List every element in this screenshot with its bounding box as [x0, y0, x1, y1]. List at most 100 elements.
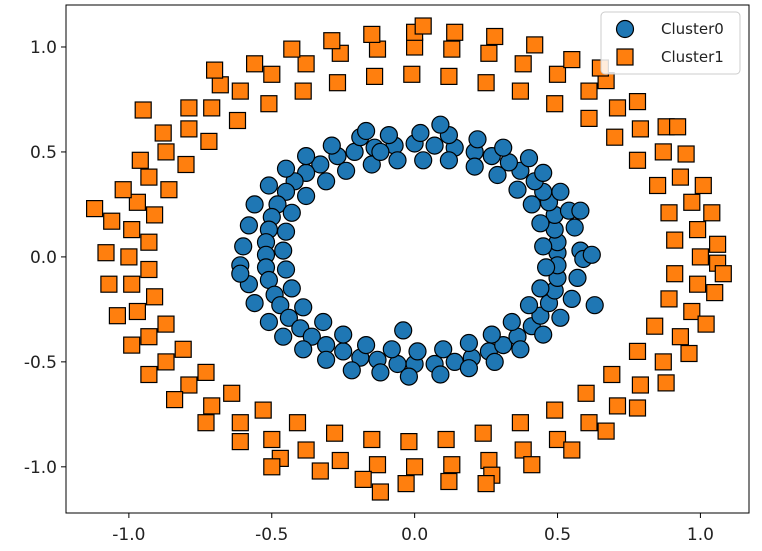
- data-point-circle: [485, 352, 504, 371]
- y-tick-label: 0.5: [30, 143, 57, 163]
- data-point-square: [354, 470, 372, 488]
- data-point-circle: [431, 115, 450, 134]
- data-point-square: [666, 265, 684, 283]
- data-point-square: [660, 290, 678, 308]
- data-point-square: [140, 168, 158, 186]
- data-point-square: [123, 336, 141, 354]
- data-point-square: [128, 302, 146, 321]
- data-point-circle: [431, 365, 450, 384]
- data-point-square: [180, 99, 198, 117]
- data-point-square: [231, 414, 249, 432]
- data-point-square: [703, 204, 721, 222]
- data-point-circle: [294, 340, 313, 359]
- data-point-square: [580, 414, 598, 432]
- data-point-circle: [362, 155, 381, 174]
- data-point-square: [546, 95, 564, 113]
- data-point-square: [177, 155, 195, 174]
- data-point-square: [231, 433, 249, 451]
- data-point-circle: [259, 176, 278, 195]
- data-point-circle: [245, 294, 264, 313]
- legend-marker-circle: [615, 19, 635, 39]
- data-point-square: [511, 82, 530, 100]
- data-point-circle: [357, 121, 376, 141]
- data-point-square: [120, 248, 138, 266]
- data-point-square: [203, 397, 221, 415]
- data-point-circle: [282, 203, 301, 222]
- data-point-square: [331, 451, 349, 470]
- data-point-square: [577, 384, 595, 402]
- data-point-circle: [494, 336, 513, 355]
- data-point-square: [697, 315, 715, 333]
- data-point-circle: [571, 201, 590, 220]
- data-point-square: [440, 472, 458, 491]
- series-cluster1: [85, 17, 732, 501]
- data-point-circle: [274, 327, 293, 346]
- data-point-circle: [562, 289, 581, 308]
- data-point-square: [406, 458, 424, 476]
- data-point-circle: [568, 268, 587, 287]
- data-point-circle: [414, 151, 433, 170]
- data-point-square: [474, 424, 492, 442]
- data-point-square: [548, 65, 567, 83]
- data-point-circle: [279, 308, 298, 327]
- data-point-circle: [314, 312, 333, 332]
- data-point-circle: [468, 130, 487, 149]
- legend-label: Cluster1: [661, 48, 724, 66]
- legend-box: [600, 11, 741, 75]
- data-point-square: [203, 99, 221, 117]
- data-point-square: [683, 302, 701, 321]
- axes-layer: -1.0 -0.5 0.0 0.5 1.0 -1.0 -0.5 0.0 0.5 1.0: [24, 4, 750, 545]
- data-point-square: [631, 376, 650, 394]
- data-point-circle: [511, 340, 530, 359]
- data-point-square: [114, 181, 132, 199]
- y-tick-label: 1.0: [30, 38, 57, 58]
- data-point-square: [140, 328, 158, 346]
- data-point-square: [157, 315, 175, 333]
- legend-marker-square: [616, 48, 634, 66]
- data-point-square: [671, 168, 690, 186]
- data-point-square: [477, 74, 495, 92]
- data-point-circle: [317, 350, 336, 369]
- data-point-circle: [459, 359, 478, 378]
- data-point-circle: [465, 157, 484, 176]
- series-layer: [85, 17, 732, 501]
- data-point-circle: [276, 260, 296, 279]
- data-point-circle: [522, 195, 541, 214]
- data-point-circle: [276, 182, 296, 201]
- data-point-circle: [334, 342, 353, 361]
- data-point-square: [154, 124, 172, 142]
- data-point-square: [166, 391, 184, 409]
- data-point-square: [628, 399, 647, 417]
- data-point-square: [688, 275, 707, 293]
- data-point-square: [563, 50, 581, 69]
- legend: Cluster0 Cluster1: [600, 11, 741, 75]
- data-point-square: [174, 340, 192, 358]
- data-point-circle: [531, 306, 550, 325]
- data-point-circle: [531, 214, 550, 233]
- data-point-circle: [311, 155, 330, 174]
- x-tick-label: 0.5: [544, 525, 571, 545]
- data-point-square: [511, 414, 530, 432]
- x-tick-label: -0.5: [255, 525, 288, 545]
- data-point-square: [371, 483, 389, 501]
- data-point-square: [523, 456, 541, 474]
- data-point-circle: [394, 321, 413, 340]
- data-point-square: [628, 151, 647, 169]
- data-point-circle: [536, 258, 556, 277]
- data-point-circle: [234, 237, 253, 256]
- data-point-square: [211, 76, 229, 94]
- data-point-square: [443, 456, 461, 474]
- data-point-square: [123, 275, 141, 293]
- data-point-circle: [531, 279, 550, 298]
- data-point-circle: [551, 308, 570, 327]
- data-point-circle: [357, 336, 376, 355]
- data-point-circle: [482, 325, 501, 344]
- data-point-square: [128, 193, 146, 211]
- data-point-square: [131, 151, 149, 169]
- data-point-square: [363, 25, 381, 43]
- data-point-square: [146, 288, 164, 306]
- plot-background: [66, 5, 749, 513]
- data-point-square: [480, 451, 498, 470]
- data-point-square: [397, 475, 415, 493]
- data-point-circle: [502, 312, 521, 332]
